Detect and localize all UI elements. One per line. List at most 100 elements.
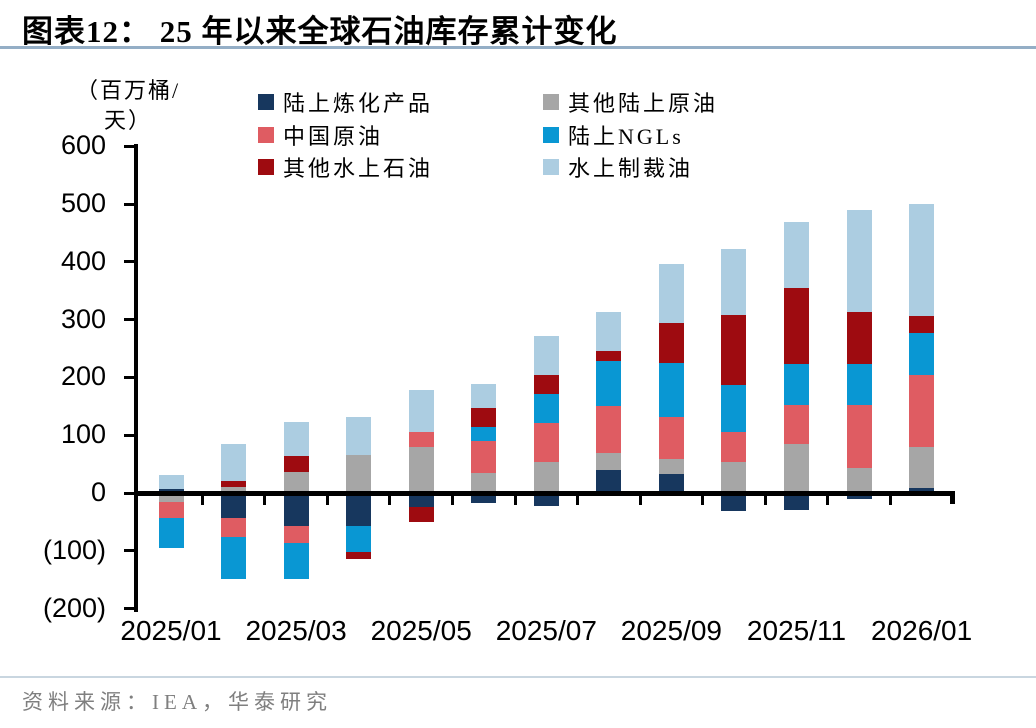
- bar-segment: [221, 536, 247, 580]
- bar-segment: [846, 209, 872, 313]
- bar-segment: [158, 518, 184, 549]
- y-axis-tick: [123, 433, 134, 437]
- bar-segment: [846, 363, 872, 405]
- bar-segment: [846, 404, 872, 469]
- x-axis-tick: [763, 494, 767, 505]
- bar-segment: [596, 470, 622, 493]
- bar-segment: [658, 323, 684, 363]
- x-axis-tick: [576, 494, 580, 505]
- legend-item: 陆上炼化产品: [258, 86, 433, 118]
- y-axis-tick: [123, 491, 134, 495]
- bar-segment: [408, 447, 434, 493]
- bar-segment: [471, 383, 497, 409]
- y-tick-label: 600: [60, 130, 106, 161]
- title-rule: [0, 46, 1036, 49]
- bar-segment: [596, 350, 622, 362]
- y-tick-label: 100: [60, 419, 106, 450]
- legend-item: 其他水上石油: [258, 151, 433, 183]
- x-tick-label: 2026/01: [870, 615, 973, 646]
- bar-segment: [346, 551, 372, 560]
- x-tick-label: 2025/05: [370, 615, 472, 646]
- bar-segment: [283, 493, 309, 526]
- y-tick-label: (100): [42, 534, 106, 565]
- bar-segment: [658, 362, 684, 418]
- y-tick-label: 300: [60, 303, 106, 334]
- bar-segment: [346, 493, 372, 526]
- bar-segment: [471, 493, 497, 504]
- legend: 陆上炼化产品中国原油 其他水上石油 其他陆上原油陆上NGLs 水上制裁油: [0, 0, 1036, 190]
- bar-segment: [158, 488, 184, 493]
- bar-segment: [346, 525, 372, 552]
- x-axis-tick: [263, 494, 267, 505]
- bar-segment: [596, 312, 622, 351]
- bar-segment: [784, 493, 809, 510]
- bar-segment: [158, 502, 184, 519]
- x-tick-label: 2025/07: [495, 615, 597, 646]
- bar-segment: [596, 405, 622, 453]
- x-axis-tick: [826, 494, 830, 505]
- legend-item: 水上制裁油: [543, 151, 693, 183]
- bar-segment: [658, 264, 684, 324]
- bar-segment: [408, 493, 434, 507]
- bar-segment: [533, 423, 559, 462]
- bar-segment: [533, 335, 559, 375]
- x-axis-line: [135, 491, 955, 496]
- bar-segment: [283, 525, 309, 543]
- bar-segment: [408, 431, 434, 448]
- y-axis-unit-label: （百万桶/ 天）: [75, 78, 181, 133]
- bar-segment: [158, 474, 184, 489]
- bar-segment: [283, 472, 309, 493]
- x-axis-tick: [513, 494, 517, 505]
- bar-segment: [721, 493, 747, 511]
- x-axis-tick: [325, 494, 329, 505]
- x-tick-label: 2025/11: [746, 615, 847, 646]
- legend-label: 中国原油: [283, 123, 384, 149]
- bar-segment: [533, 493, 559, 506]
- bar-segment: [408, 389, 434, 432]
- bar-segment: [471, 408, 497, 428]
- bar-segment: [784, 287, 809, 365]
- legend-item: 中国原油: [258, 119, 383, 151]
- x-tick-label: 2025/01: [120, 615, 222, 646]
- legend-swatch-icon: [258, 94, 274, 110]
- bar-segment: [784, 443, 809, 493]
- y-axis-tick: [123, 202, 134, 206]
- legend-label: 其他陆上原油: [568, 91, 719, 116]
- bar-segment: [721, 314, 747, 385]
- footer-rule: [0, 676, 1036, 678]
- legend-swatch-icon: [543, 94, 559, 110]
- y-axis-line: [133, 144, 138, 612]
- y-axis-tick: [123, 375, 134, 379]
- bar-segment: [408, 506, 434, 522]
- bar-segment: [283, 456, 309, 473]
- y-axis-tick: [123, 260, 134, 264]
- x-axis-tick: [888, 494, 892, 505]
- legend-swatch-icon: [543, 159, 559, 175]
- bar-segment: [471, 427, 497, 441]
- source-note: 资料来源：IEA，华泰研究: [22, 690, 332, 714]
- legend-swatch-icon: [258, 159, 274, 175]
- x-axis-end-tick: [950, 491, 955, 504]
- x-axis-tick: [388, 494, 392, 505]
- y-tick-label: (200): [42, 592, 106, 623]
- bar-segment: [909, 333, 935, 376]
- bar-segment: [596, 452, 622, 471]
- x-tick-label: 2025/03: [245, 615, 347, 646]
- x-axis-tick: [701, 494, 705, 505]
- bar-segment: [158, 493, 184, 503]
- bar-segment: [909, 204, 935, 317]
- y-tick-label: 0: [90, 477, 106, 507]
- y-tick-label: 500: [60, 188, 106, 218]
- bar-segment: [721, 384, 747, 432]
- bar-segment: [784, 364, 809, 405]
- bar-segment: [471, 472, 497, 493]
- bar-segment: [533, 374, 559, 394]
- bar-segment: [283, 422, 309, 456]
- bar-segment: [721, 431, 747, 463]
- bar-segment: [533, 461, 559, 493]
- y-axis-tick: [123, 607, 134, 611]
- legend-item: 陆上NGLs: [543, 119, 684, 151]
- figure-title: 图表12： 25 年以来全球石油库存累计变化: [22, 14, 618, 49]
- x-axis-tick: [450, 494, 454, 505]
- y-tick-label: 200: [60, 361, 106, 392]
